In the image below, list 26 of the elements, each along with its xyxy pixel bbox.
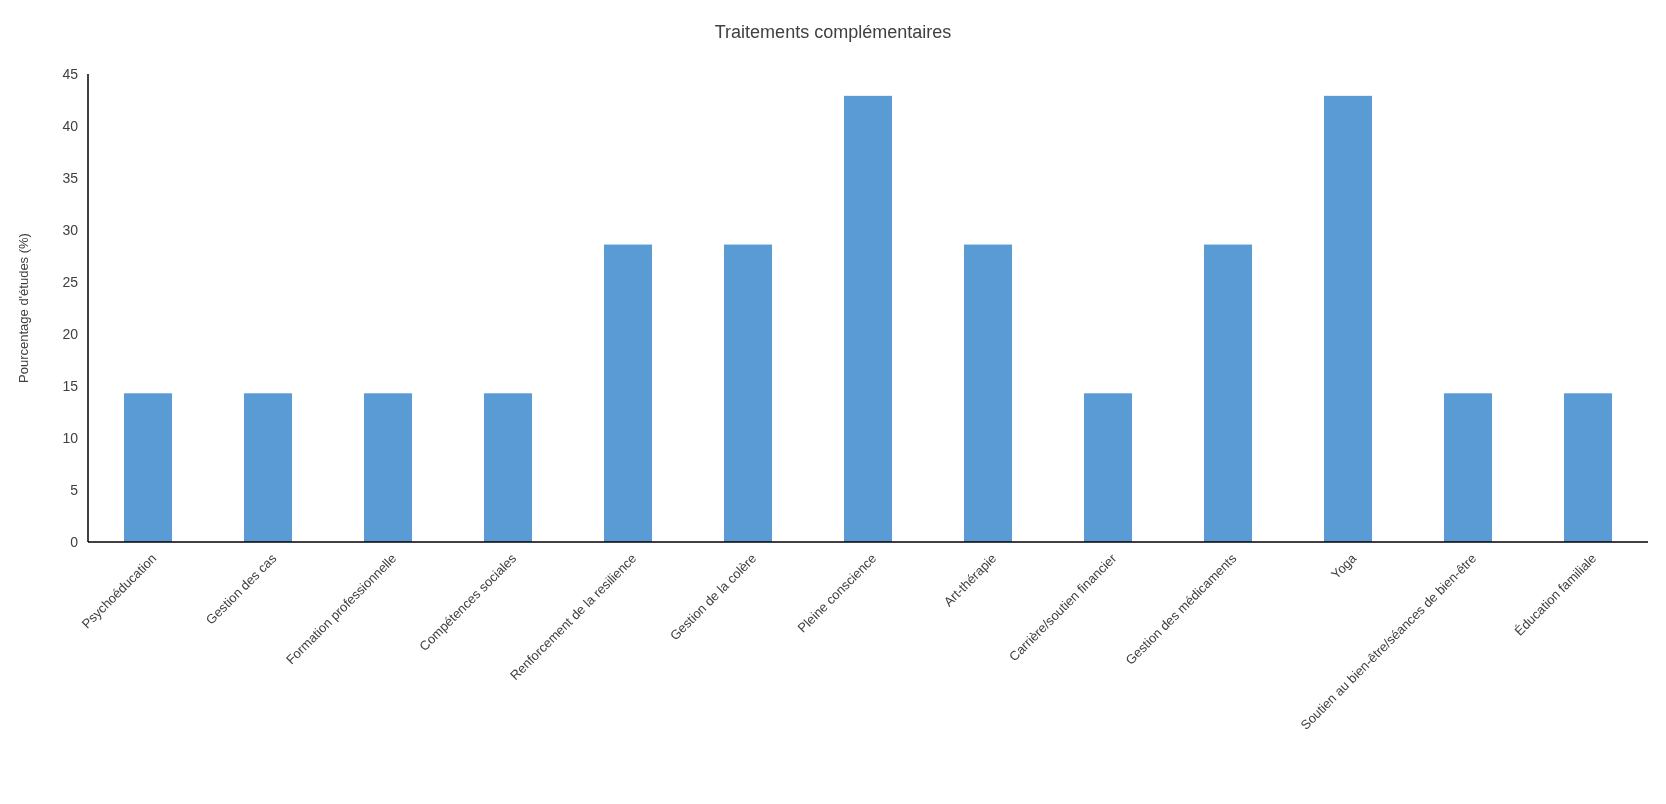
y-tick-label: 45: [62, 65, 79, 82]
chart-title: Traitements complémentaires: [714, 22, 952, 42]
bar: [1564, 393, 1612, 542]
bar: [244, 393, 292, 542]
y-tick-label: 30: [62, 221, 79, 238]
bar: [724, 244, 772, 542]
bar: [604, 244, 652, 542]
y-axis-title: Pourcentage d'études (%): [16, 233, 31, 383]
bar: [484, 393, 532, 542]
bar: [364, 393, 412, 542]
bar: [844, 95, 892, 542]
y-tick-label: 40: [62, 117, 79, 134]
y-tick-label: 10: [62, 429, 79, 446]
bar: [964, 244, 1012, 542]
bar: [124, 393, 172, 542]
bar: [1204, 244, 1252, 542]
bar: [1444, 393, 1492, 542]
y-tick-label: 0: [70, 533, 79, 550]
x-tick-label: Yoga: [1328, 550, 1360, 582]
y-tick-label: 25: [62, 273, 79, 290]
bar: [1324, 95, 1372, 542]
y-tick-label: 35: [62, 169, 79, 186]
y-tick-label: 5: [70, 481, 79, 498]
bar: [1084, 393, 1132, 542]
y-tick-label: 20: [62, 325, 79, 342]
y-tick-label: 15: [62, 377, 79, 394]
